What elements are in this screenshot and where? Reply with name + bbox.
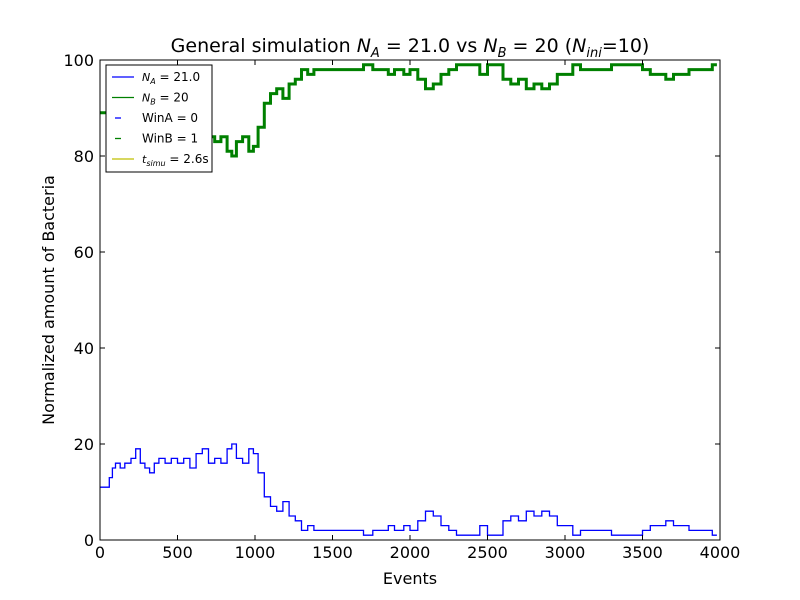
x-tick-label-8: 4000: [700, 543, 741, 562]
x-tick-label-4: 2000: [390, 543, 431, 562]
x-tick-label-3: 1500: [312, 543, 353, 562]
x-tick-label-2: 1000: [235, 543, 276, 562]
plot-frame: [99, 59, 721, 541]
y-tick-label-0: 0: [84, 531, 94, 550]
legend-items: NA = 21.0 NB = 20 WinA = 0 WinB = 1 tsimu = …: [112, 70, 209, 168]
tick-layer: 0 500 1000 1500 2000 2500 3000 3500 4000 0 20 40 60 8…: [63, 51, 740, 562]
x-tick-label-1: 500: [162, 543, 193, 562]
legend-label-1: NB = 20: [142, 91, 189, 107]
y-tick-label-4: 80: [74, 147, 94, 166]
y-tick-label-3: 60: [74, 243, 94, 262]
chart-title: General simulation NA = 21.0 vs NB = 20 …: [171, 35, 650, 61]
x-tick-label-5: 2500: [467, 543, 508, 562]
legend: NA = 21.0 NB = 20 WinA = 0 WinB = 1 tsimu = …: [105, 64, 213, 173]
x-axis-label: Events: [383, 569, 437, 588]
x-tick-label-0: 0: [95, 543, 105, 562]
y-tick-label-1: 20: [74, 435, 94, 454]
x-tick-label-6: 3000: [545, 543, 586, 562]
series-line-0: [100, 443, 717, 536]
y-tick-label-2: 40: [74, 339, 94, 358]
x-tick-label-7: 3500: [622, 543, 663, 562]
y-axis-label: Normalized amount of Bacteria: [39, 175, 58, 425]
legend-box: [105, 64, 213, 173]
legend-label-0: NA = 21.0: [142, 70, 200, 86]
legend-label-4: tsimu = 2.6s: [142, 152, 209, 168]
legend-label-2: WinA = 0: [142, 111, 198, 125]
y-tick-label-5: 100: [63, 51, 94, 70]
legend-label-3: WinB = 1: [142, 132, 198, 146]
